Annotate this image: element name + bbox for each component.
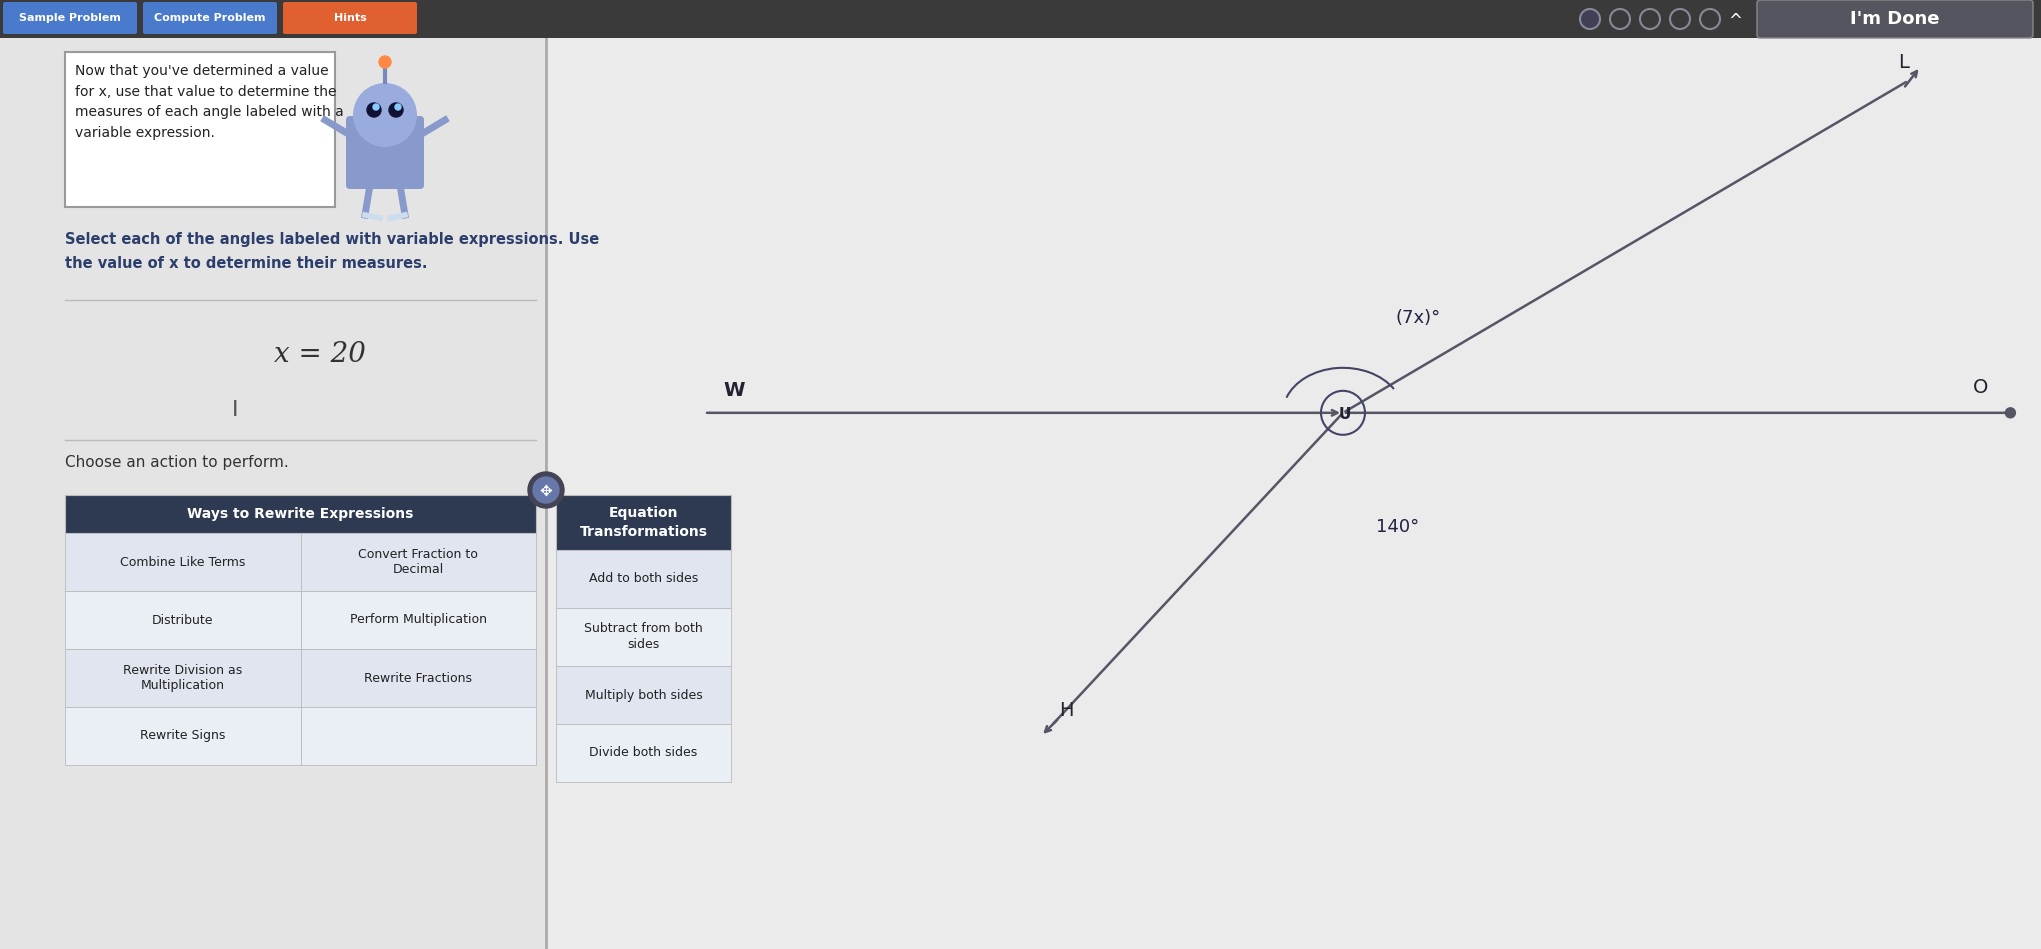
Circle shape <box>380 56 392 68</box>
Text: Rewrite Division as
Multiplication: Rewrite Division as Multiplication <box>122 664 243 692</box>
Text: Rewrite Signs: Rewrite Signs <box>141 730 225 742</box>
Text: 140°: 140° <box>1376 518 1421 535</box>
Text: Perform Multiplication: Perform Multiplication <box>349 613 486 626</box>
Text: the value of x to determine their measures.: the value of x to determine their measur… <box>65 256 427 271</box>
FancyBboxPatch shape <box>300 707 537 765</box>
FancyBboxPatch shape <box>555 724 731 782</box>
Text: ^: ^ <box>1729 12 1741 30</box>
Text: Subtract from both
sides: Subtract from both sides <box>584 623 702 652</box>
FancyBboxPatch shape <box>300 591 537 649</box>
Text: H: H <box>1059 701 1074 720</box>
FancyBboxPatch shape <box>65 495 537 533</box>
FancyBboxPatch shape <box>65 533 300 591</box>
Text: Distribute: Distribute <box>151 613 214 626</box>
Text: ✥: ✥ <box>539 483 553 498</box>
Text: W: W <box>723 381 745 400</box>
Text: Sample Problem: Sample Problem <box>18 13 120 23</box>
Text: Convert Fraction to
Decimal: Convert Fraction to Decimal <box>359 548 478 576</box>
Text: Divide both sides: Divide both sides <box>590 747 698 759</box>
FancyBboxPatch shape <box>0 0 2041 38</box>
Text: Hints: Hints <box>333 13 367 23</box>
Circle shape <box>374 104 380 110</box>
Text: O: O <box>1974 379 1988 398</box>
Circle shape <box>533 477 559 503</box>
FancyBboxPatch shape <box>555 550 731 608</box>
FancyBboxPatch shape <box>555 608 731 666</box>
FancyBboxPatch shape <box>547 38 2041 949</box>
Text: x = 20: x = 20 <box>273 342 365 368</box>
FancyBboxPatch shape <box>300 649 537 707</box>
Text: Compute Problem: Compute Problem <box>155 13 265 23</box>
Text: I'm Done: I'm Done <box>1851 10 1939 28</box>
Circle shape <box>2006 408 2014 418</box>
Text: Add to both sides: Add to both sides <box>590 572 698 586</box>
FancyBboxPatch shape <box>65 591 300 649</box>
Circle shape <box>1580 9 1600 29</box>
Text: Select each of the angles labeled with variable expressions. Use: Select each of the angles labeled with v… <box>65 232 600 247</box>
Text: (7x)°: (7x)° <box>1396 309 1441 326</box>
Circle shape <box>396 104 400 110</box>
Text: Multiply both sides: Multiply both sides <box>584 689 702 701</box>
Text: Combine Like Terms: Combine Like Terms <box>120 555 245 568</box>
Text: Rewrite Fractions: Rewrite Fractions <box>363 672 471 684</box>
FancyBboxPatch shape <box>300 533 537 591</box>
Circle shape <box>367 103 382 117</box>
Circle shape <box>353 83 416 147</box>
FancyBboxPatch shape <box>0 38 547 949</box>
FancyBboxPatch shape <box>347 116 425 189</box>
FancyBboxPatch shape <box>65 52 335 207</box>
FancyBboxPatch shape <box>65 649 300 707</box>
FancyBboxPatch shape <box>555 666 731 724</box>
FancyBboxPatch shape <box>2 2 137 34</box>
Text: Ways to Rewrite Expressions: Ways to Rewrite Expressions <box>188 507 414 521</box>
Text: Equation
Transformations: Equation Transformations <box>580 507 708 539</box>
FancyBboxPatch shape <box>555 495 731 550</box>
Text: U: U <box>1339 407 1351 422</box>
Text: Now that you've determined a value
for x, use that value to determine the
measur: Now that you've determined a value for x… <box>76 64 343 140</box>
Text: L: L <box>1898 53 1908 72</box>
FancyBboxPatch shape <box>1757 0 2033 38</box>
Circle shape <box>529 472 563 508</box>
FancyBboxPatch shape <box>284 2 416 34</box>
Circle shape <box>390 103 402 117</box>
Text: I: I <box>233 400 239 420</box>
Text: Choose an action to perform.: Choose an action to perform. <box>65 455 288 470</box>
FancyBboxPatch shape <box>65 707 300 765</box>
FancyBboxPatch shape <box>143 2 278 34</box>
